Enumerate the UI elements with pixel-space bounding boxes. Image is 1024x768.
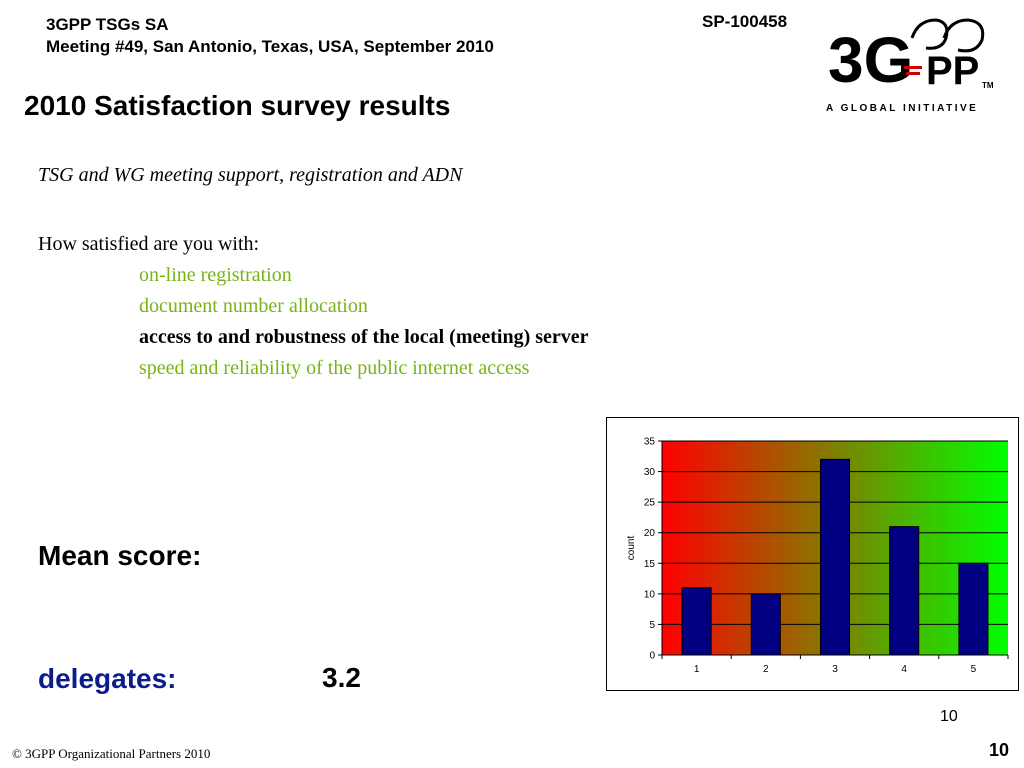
bar-1 xyxy=(681,587,712,656)
satisfaction-chart: 0 5 10 15 20 25 30 35 1 2 3 4 5 count xyxy=(606,417,1019,691)
question-text: How satisfied are you with: xyxy=(38,233,260,255)
delegates-label: delegates: xyxy=(38,663,177,694)
logo-arc-1 xyxy=(910,18,949,50)
logo-graphic: 3G PP TM A GLOBAL INITIATIVE xyxy=(826,18,994,114)
y-tick-label: 25 xyxy=(644,498,656,509)
x-tick-label: 1 xyxy=(694,664,700,675)
logo-pp: PP xyxy=(926,49,979,93)
3gpp-logo: 3G PP TM A GLOBAL INITIATIVE xyxy=(826,8,998,120)
slide-subtitle: TSG and WG meeting support, registration… xyxy=(38,164,463,186)
header-line-2: Meeting #49, San Antonio, Texas, USA, Se… xyxy=(46,37,494,56)
meeting-header: 3GPP TSGs SA Meeting #49, San Antonio, T… xyxy=(46,14,494,58)
x-tick-label: 4 xyxy=(901,664,907,675)
chart-svg: 0 5 10 15 20 25 30 35 1 2 3 4 5 count xyxy=(626,437,1009,675)
question-item: document number allocation xyxy=(139,295,368,317)
logo-red-line-2 xyxy=(906,72,920,75)
y-tick-label: 35 xyxy=(644,437,656,448)
y-axis-label: count xyxy=(626,536,637,561)
y-tick-label: 0 xyxy=(649,651,655,662)
page-number: 10 xyxy=(989,740,1010,760)
logo-tm: TM xyxy=(982,81,994,90)
bar-3 xyxy=(819,458,851,656)
question-items: on-line registration document number all… xyxy=(139,260,589,384)
x-tick-label: 2 xyxy=(763,664,769,675)
y-tick-label: 5 xyxy=(649,620,655,631)
bar-2 xyxy=(750,593,781,656)
question-item: on-line registration xyxy=(139,264,292,286)
x-tick-label: 5 xyxy=(971,664,977,675)
logo-mark: 3G xyxy=(828,24,913,96)
x-tick-label: 3 xyxy=(832,664,838,675)
doc-id: SP-100458 xyxy=(702,12,788,31)
delegates-score: 3.2 xyxy=(322,662,361,693)
question-item: speed and reliability of the public inte… xyxy=(139,357,530,379)
bar-5 xyxy=(958,562,989,656)
y-tick-label: 20 xyxy=(644,528,656,539)
logo-arc-2 xyxy=(942,18,985,53)
slide-title: 2010 Satisfaction survey results xyxy=(24,90,451,121)
small-count: 10 xyxy=(940,708,958,725)
mean-score-label: Mean score: xyxy=(38,540,202,571)
y-tick-label: 10 xyxy=(644,589,656,600)
copyright: © 3GPP Organizational Partners 2010 xyxy=(12,746,211,761)
logo-red-line-1 xyxy=(904,66,922,69)
header-line-1: 3GPP TSGs SA xyxy=(46,15,169,34)
question-item: access to and robustness of the local (m… xyxy=(139,326,589,348)
y-tick-label: 15 xyxy=(644,559,656,570)
bar-4 xyxy=(889,526,920,656)
y-tick-label: 30 xyxy=(644,467,656,478)
logo-tagline: A GLOBAL INITIATIVE xyxy=(826,103,978,114)
